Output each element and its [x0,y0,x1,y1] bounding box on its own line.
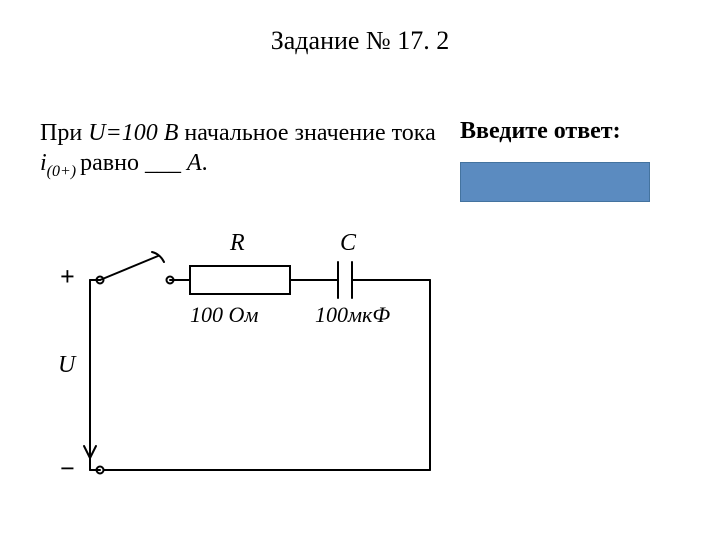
q-unit: А [187,150,202,176]
q-mid1: начальное значение тока [178,120,435,146]
label-C: C [340,230,356,257]
question-text: При U=100 В начальное значение тока i(0+… [40,118,440,182]
circuit-svg [40,220,460,500]
label-U: U [58,352,75,379]
q-var1: U=100 В [88,120,178,146]
value-C: 100мкФ [315,302,390,328]
q-mid2: равно ___ [80,150,187,176]
q-post: . [202,150,208,176]
task-title: Задание № 17. 2 [0,26,720,56]
label-R: R [230,230,245,257]
answer-input[interactable] [460,162,650,202]
q-var2: i [40,150,47,176]
circuit-diagram: R C 100 Ом 100мкФ U + − [40,220,460,500]
value-R: 100 Ом [190,302,258,328]
label-plus: + [60,262,75,292]
label-minus: − [60,454,75,484]
page-root: Задание № 17. 2 При U=100 В начальное зн… [0,0,720,540]
q-sub: (0+) [47,163,80,180]
answer-prompt: Введите ответ: [460,118,621,145]
q-pre: При [40,120,88,146]
